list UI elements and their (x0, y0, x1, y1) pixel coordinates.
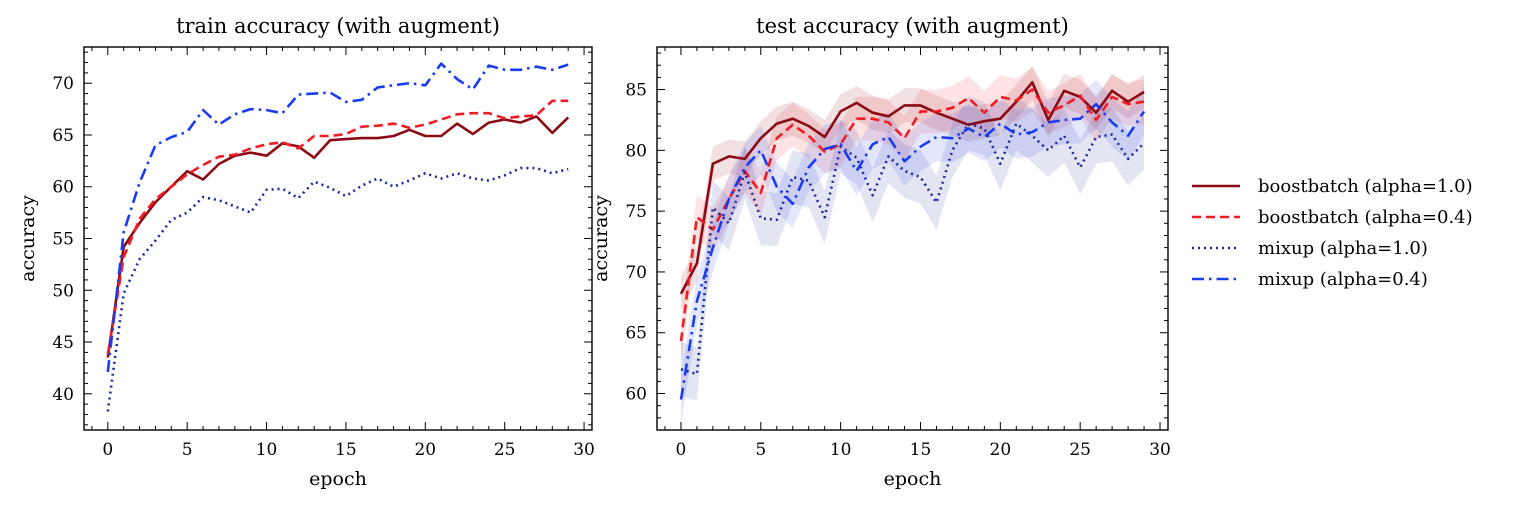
y-tick-label: 55 (52, 230, 74, 250)
x-tick-label: 10 (830, 440, 852, 460)
line-boostbatch-alpha-0-4 (679, 88, 1145, 342)
x-tick-label: 10 (256, 440, 278, 460)
legend: boostbatch (alpha=1.0) boostbatch (alpha=… (1192, 176, 1473, 290)
band-mixup-alpha-1-0 (681, 96, 1144, 401)
band-mixup-alpha-0-4 (681, 79, 1144, 424)
line-mixup-alpha-0-4 (679, 102, 1146, 400)
x-tick-label: 0 (102, 440, 113, 460)
x-axis-label: epoch (884, 468, 942, 490)
line-boostbatch-alpha-1-0 (106, 115, 570, 358)
line-mixup-alpha-1-0 (106, 166, 569, 412)
y-tick-label: 85 (625, 81, 647, 101)
y-tick-label: 40 (52, 385, 74, 405)
line-mixup-alpha-0-4 (106, 62, 569, 373)
x-tick-label: 30 (573, 440, 595, 460)
legend-entry: boostbatch (alpha=1.0) (1258, 176, 1473, 197)
y-tick-label: 70 (625, 263, 647, 283)
chart-title: train accuracy (with augment) (176, 14, 500, 38)
line-mixup-alpha-1-0 (680, 122, 1145, 376)
band-boostbatch-alpha-1-0 (681, 65, 1144, 311)
train-accuracy-panel: 0 5 10 15 20 25 30 40 45 50 55 60 65 70 train accuracy… (17, 14, 595, 490)
y-axis-label: accuracy (590, 195, 612, 282)
x-tick-label: 30 (1149, 440, 1171, 460)
y-tick-label: 45 (52, 333, 74, 353)
x-tick-label: 15 (910, 440, 932, 460)
x-tick-label: 0 (676, 440, 687, 460)
test-accuracy-panel: 0 5 10 15 20 25 30 60 65 70 75 80 85 test accuracy (w… (590, 14, 1171, 490)
y-tick-label: 70 (52, 74, 74, 94)
x-tick-label: 20 (414, 440, 436, 460)
legend-entry: mixup (alpha=0.4) (1258, 269, 1428, 290)
axes-frame (656, 46, 1169, 431)
y-tick-label: 65 (52, 126, 74, 146)
x-tick-label: 5 (182, 440, 193, 460)
y-axis-label: accuracy (17, 195, 39, 282)
line-boostbatch-alpha-0-4 (106, 99, 569, 355)
legend-entry: boostbatch (alpha=0.4) (1258, 207, 1473, 228)
x-tick-label: 25 (1069, 440, 1091, 460)
x-tick-label: 5 (755, 440, 766, 460)
band-boostbatch-alpha-0-4 (681, 67, 1144, 364)
line-boostbatch-alpha-1-0 (679, 81, 1145, 295)
y-tick-label: 80 (625, 141, 647, 161)
axes-frame (83, 46, 593, 431)
x-tick-label: 25 (494, 440, 516, 460)
legend-entry: mixup (alpha=1.0) (1258, 238, 1428, 259)
y-tick-label: 60 (52, 178, 74, 198)
y-tick-label: 65 (625, 324, 647, 344)
y-tick-label: 50 (52, 281, 74, 301)
x-tick-label: 15 (335, 440, 357, 460)
y-tick-label: 60 (625, 385, 647, 405)
x-tick-label: 20 (990, 440, 1012, 460)
chart-title: test accuracy (with augment) (756, 14, 1069, 38)
y-tick-label: 75 (625, 202, 647, 222)
x-axis-label: epoch (309, 468, 367, 490)
